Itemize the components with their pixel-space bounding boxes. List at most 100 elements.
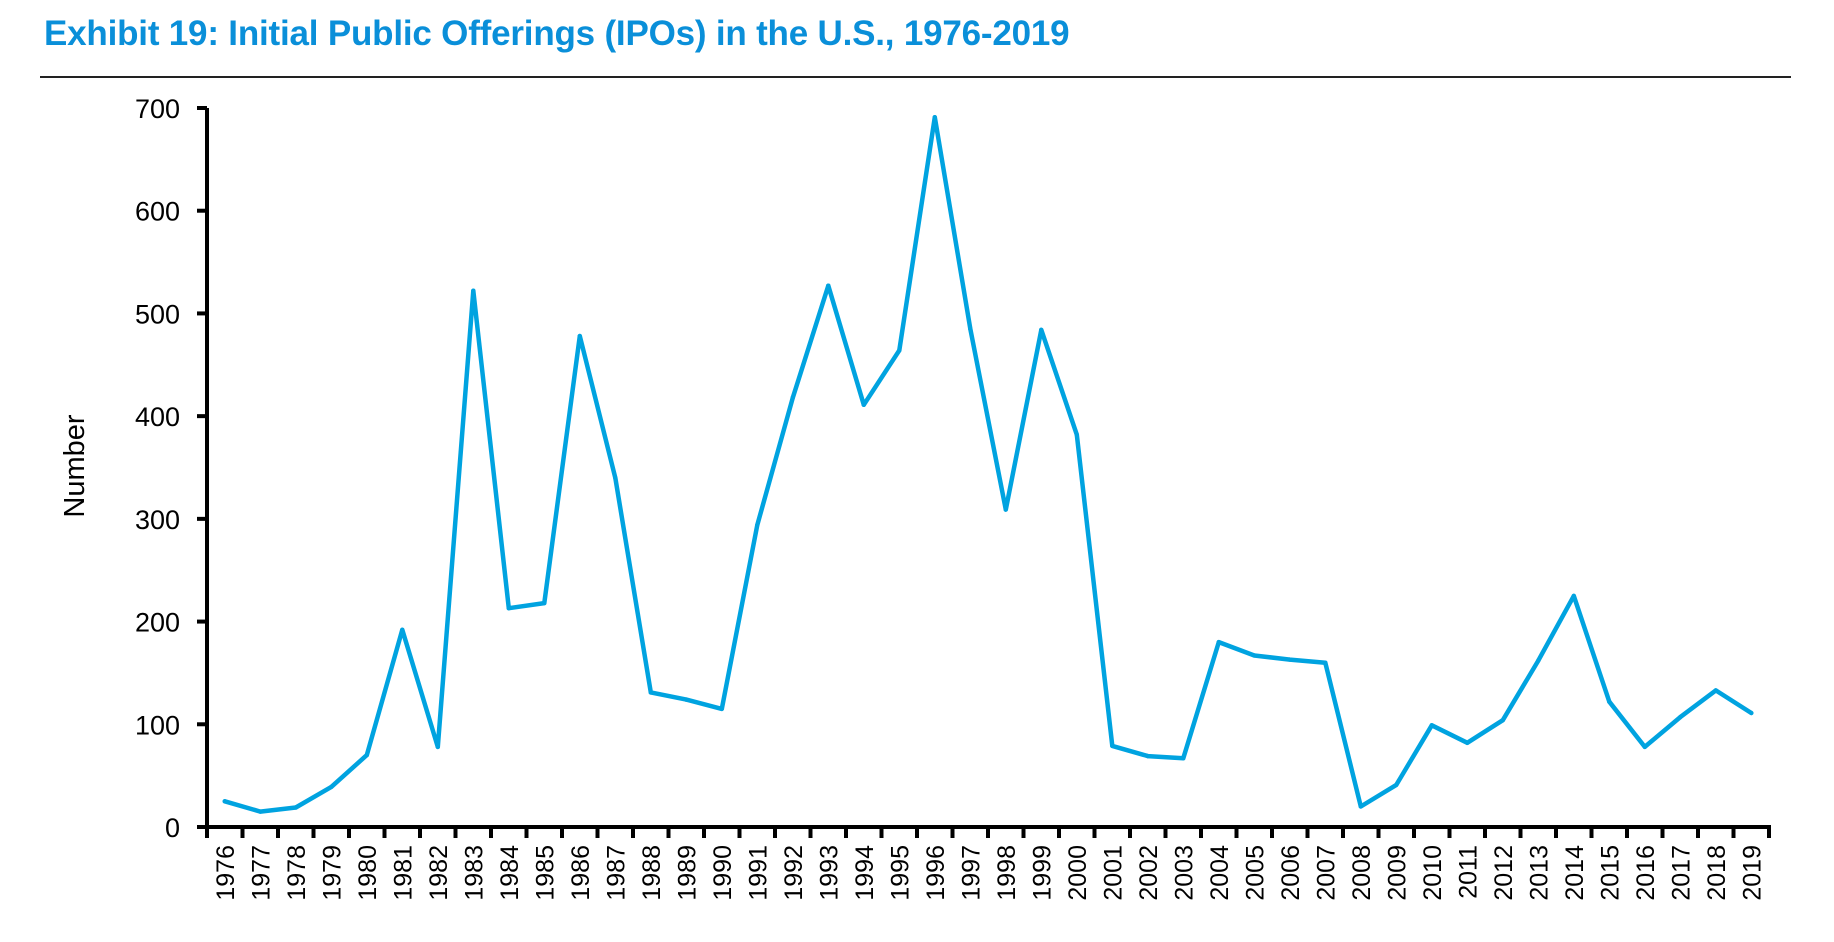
x-tick-label: 1977 xyxy=(247,845,275,901)
x-tick-label: 2006 xyxy=(1277,845,1305,901)
x-tick-label: 2011 xyxy=(1454,845,1482,899)
data-point xyxy=(1039,327,1044,333)
chart-title: Exhibit 19: Initial Public Offerings (IP… xyxy=(44,14,1070,53)
y-axis: 0 100 200 300 400 500 600 700 xyxy=(135,94,209,843)
data-point xyxy=(222,799,227,804)
data-point xyxy=(684,697,689,702)
y-tick-label: 200 xyxy=(135,608,180,638)
data-point xyxy=(1110,743,1115,749)
x-tick-label: 2015 xyxy=(1596,845,1624,901)
y-tick-label: 100 xyxy=(135,710,180,740)
data-point xyxy=(1394,782,1399,788)
data-point xyxy=(790,395,795,400)
data-point xyxy=(1749,710,1754,716)
x-tick-label: 1987 xyxy=(602,845,630,901)
x-tick-label: 2008 xyxy=(1348,845,1376,901)
data-point xyxy=(1713,688,1718,693)
x-tick-label: 2007 xyxy=(1312,845,1340,901)
data-point xyxy=(329,784,334,790)
data-point xyxy=(400,627,405,632)
data-point xyxy=(1429,723,1434,728)
data-point xyxy=(1607,699,1612,704)
x-tick-label: 1995 xyxy=(886,845,914,901)
data-point xyxy=(1571,593,1576,599)
data-point xyxy=(1145,753,1150,759)
x-tick-label: 2016 xyxy=(1632,845,1660,901)
data-point xyxy=(1287,657,1292,662)
data-point xyxy=(755,522,760,528)
x-tick-label: 1985 xyxy=(531,845,559,901)
data-point xyxy=(1323,660,1328,665)
y-tick-label: 500 xyxy=(135,299,180,329)
x-tick-label: 1988 xyxy=(638,845,666,901)
x-tick-label: 2013 xyxy=(1525,845,1553,901)
x-tick-label: 1978 xyxy=(283,845,311,901)
x-tick-label: 2000 xyxy=(1064,845,1092,901)
x-tick-label: 2009 xyxy=(1383,845,1411,901)
data-point xyxy=(897,348,902,353)
data-point xyxy=(506,606,511,611)
data-point xyxy=(1536,658,1541,663)
data-point xyxy=(1465,740,1470,745)
x-tick-label: 1982 xyxy=(425,845,453,901)
data-point xyxy=(1678,714,1683,720)
x-tick-label: 1981 xyxy=(389,845,417,901)
y-axis-label: Number xyxy=(59,414,91,517)
data-point xyxy=(968,326,973,332)
x-tick-label: 1992 xyxy=(780,845,808,901)
y-tick-label: 700 xyxy=(135,94,180,124)
data-point xyxy=(1181,755,1186,761)
x-tick-label: 2002 xyxy=(1135,845,1163,901)
y-tick-label: 0 xyxy=(165,813,180,843)
y-tick-label: 300 xyxy=(135,505,180,535)
x-tick-label: 2001 xyxy=(1099,845,1127,901)
data-point xyxy=(932,115,937,120)
x-tick-label: 1984 xyxy=(496,845,524,901)
data-point xyxy=(1358,804,1363,809)
x-tick-label: 1990 xyxy=(709,845,737,901)
data-point xyxy=(471,288,476,294)
x-tick-label: 2019 xyxy=(1738,845,1766,901)
data-point xyxy=(719,706,724,712)
data-point xyxy=(1642,744,1647,750)
data-point xyxy=(1252,653,1257,658)
x-tick-label: 2004 xyxy=(1206,845,1234,901)
data-point xyxy=(613,475,618,480)
x-tick-label: 2003 xyxy=(1170,845,1198,901)
x-tick-label: 1999 xyxy=(1028,845,1056,901)
data-point xyxy=(577,333,582,339)
x-tick-label: 2018 xyxy=(1703,845,1731,901)
x-tick-label: 1993 xyxy=(815,845,843,901)
data-point xyxy=(648,690,653,695)
data-point xyxy=(1500,717,1505,723)
x-tick-label: 2017 xyxy=(1667,845,1695,901)
data-point xyxy=(364,752,369,758)
data-point xyxy=(435,744,440,750)
data-point xyxy=(861,402,866,408)
data-point xyxy=(826,283,831,288)
data-point xyxy=(293,805,298,810)
data-point xyxy=(1074,432,1079,437)
data-point xyxy=(1003,507,1008,512)
x-tick-label: 2014 xyxy=(1561,845,1589,901)
title-divider xyxy=(40,76,1791,78)
x-tick-label: 1989 xyxy=(673,845,701,901)
x-tick-label: 1980 xyxy=(354,845,382,901)
series-ipos xyxy=(222,114,1754,814)
x-tick-label: 1991 xyxy=(744,845,772,901)
data-point xyxy=(1216,639,1221,645)
x-axis: 1976 1977 1978 1979 1980 1981 1982 1983 1984 1985… xyxy=(205,825,1771,901)
x-tick-label: 1976 xyxy=(212,845,240,901)
series-line xyxy=(222,114,1754,814)
x-tick-label: 1996 xyxy=(922,845,950,901)
x-tick-label: 2010 xyxy=(1419,845,1447,901)
y-tick-label: 600 xyxy=(135,197,180,227)
x-tick-label: 1994 xyxy=(851,845,879,901)
x-tick-label: 2012 xyxy=(1490,845,1518,901)
data-point xyxy=(258,809,263,814)
x-tick-label: 1983 xyxy=(460,845,488,901)
x-tick-label: 2005 xyxy=(1241,845,1269,901)
y-tick-label: 400 xyxy=(135,402,180,432)
x-tick-label: 1986 xyxy=(567,845,595,901)
